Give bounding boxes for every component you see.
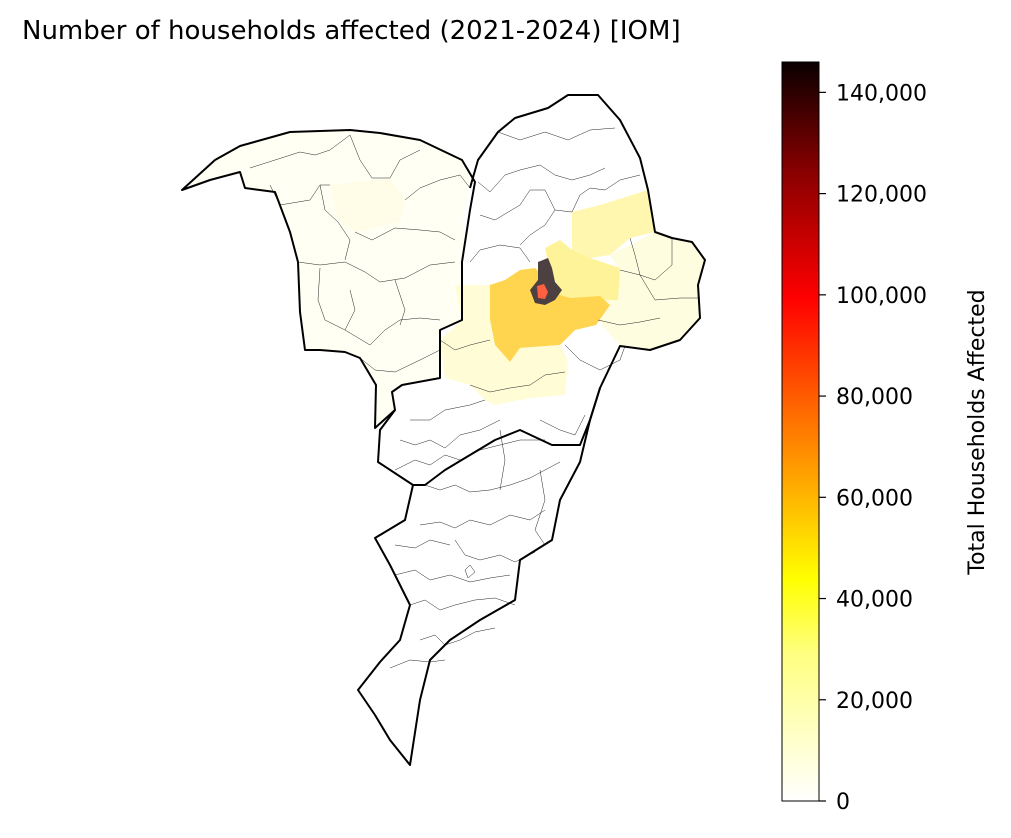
district-boundaries — [249, 127, 700, 669]
colorbar-tick-label: 120,000 — [836, 183, 927, 208]
region-orange — [490, 268, 610, 362]
region-north — [462, 95, 648, 262]
colorbar-tick-label: 60,000 — [836, 486, 913, 511]
map-title: Number of households affected (2021-2024… — [22, 16, 681, 46]
colorbar-tick-label: 20,000 — [836, 689, 913, 714]
region-east-yellow — [572, 190, 655, 258]
region-south — [358, 378, 600, 765]
colorbar-tick-label: 140,000 — [836, 81, 927, 106]
region-east — [598, 232, 705, 350]
region-center-yellow — [545, 240, 620, 305]
region-west-shade — [330, 178, 405, 232]
province-boundaries — [181, 94, 706, 766]
colorbar-tick-label: 40,000 — [836, 588, 913, 613]
colorbar-tick-label: 100,000 — [836, 284, 927, 309]
region-fills — [182, 95, 705, 765]
colorbar-tick-label: 0 — [836, 790, 850, 815]
region-hotspot — [537, 284, 548, 299]
colorbar-tick-label: 80,000 — [836, 385, 913, 410]
colorbar-label: Total Households Affected — [965, 289, 990, 575]
region-south-yellow — [440, 285, 568, 405]
colorbar-ticks: 0 20,000 40,000 60,000 80,000 100,000 120,000 1… — [819, 81, 927, 815]
colorbar-gradient — [781, 61, 820, 802]
colorbar: 0 20,000 40,000 60,000 80,000 100,000 120,000 1… — [781, 61, 990, 815]
